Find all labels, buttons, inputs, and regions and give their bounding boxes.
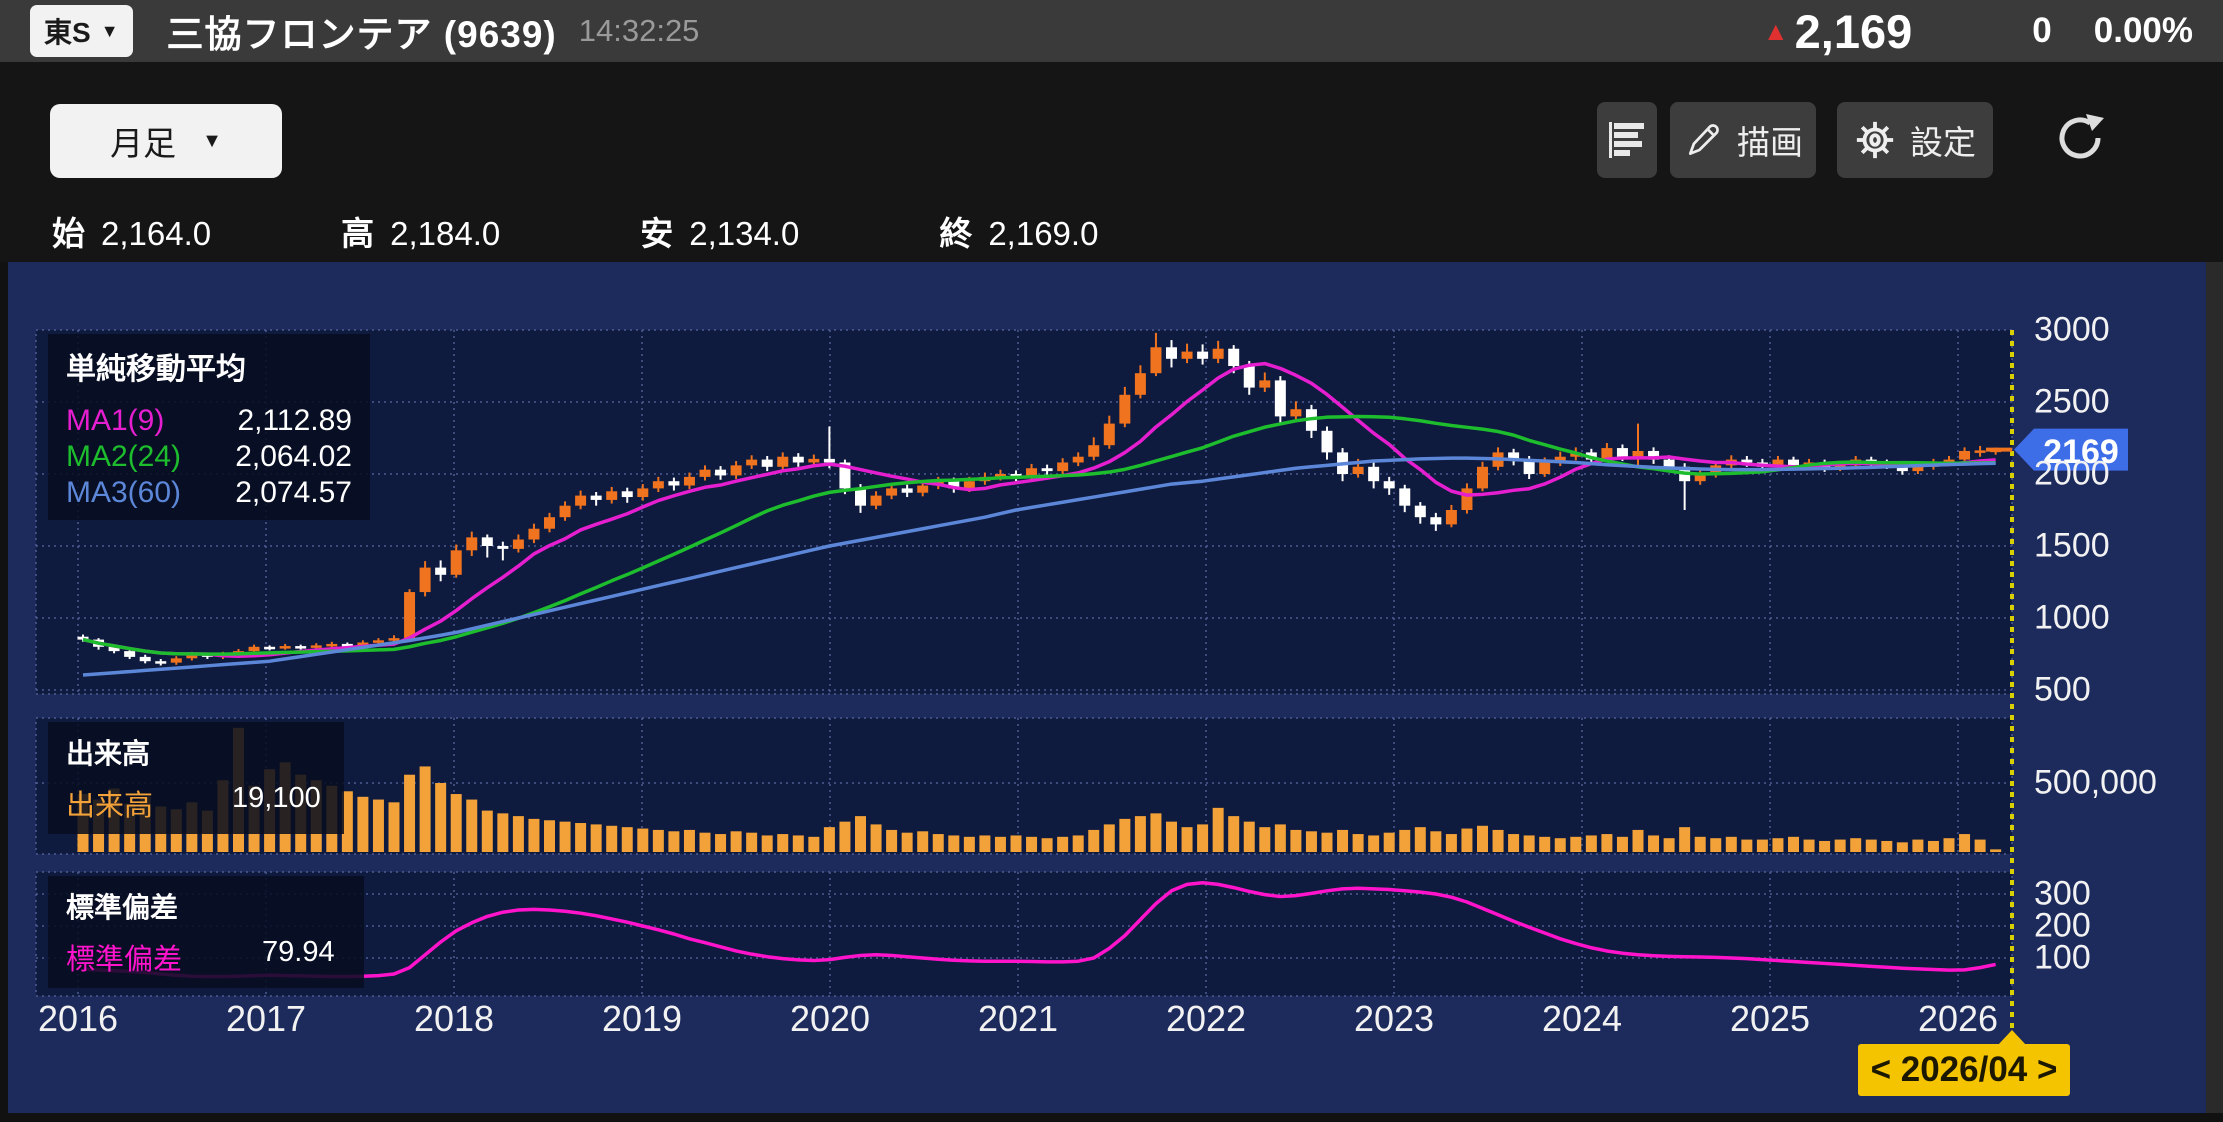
open-value: 2,164.0	[101, 215, 212, 252]
refresh-icon	[2059, 114, 2104, 159]
market-badge-label: 東S	[44, 17, 91, 48]
last-price: 2,169	[1794, 4, 1913, 58]
right-margin	[2206, 262, 2223, 1113]
bar-list-icon	[1609, 122, 1644, 158]
ohlc-row: 始 2,164.0 高 2,184.0 安 2,134.0 終 2,169.0	[0, 200, 2223, 262]
high-label: 高	[341, 215, 375, 252]
settings-button[interactable]: 設定	[1837, 102, 1993, 178]
open-label: 始	[52, 215, 85, 252]
change-percent: 0.00%	[2093, 11, 2193, 50]
gear-icon	[1856, 121, 1894, 159]
high-value: 2,184.0	[390, 215, 501, 252]
settings-button-label: 設定	[1910, 124, 1976, 161]
change-value: 0	[2032, 11, 2052, 50]
price-up-icon: ▲	[1762, 15, 1789, 46]
market-select[interactable]: 東S ▼	[30, 5, 133, 57]
quote-time: 14:32:25	[578, 13, 700, 48]
chart-type-button[interactable]	[1597, 102, 1657, 178]
date-nav-tag[interactable]: < 2026/04 >	[1858, 1044, 2070, 1096]
chevron-down-icon: ▼	[202, 129, 222, 152]
price-group: ▲ 2,169 0 0.00%	[1763, 0, 2223, 62]
draw-button-label: 描画	[1737, 124, 1803, 161]
draw-button[interactable]: 描画	[1670, 102, 1816, 178]
top-bar: 東S ▼ 三協フロンテア (9639) 14:32:25 ▲ 2,169 0 0…	[0, 0, 2223, 62]
chevron-down-icon: ▼	[100, 20, 119, 41]
stock-title: 三協フロンテア (9639)	[166, 14, 557, 55]
close-label: 終	[939, 215, 973, 252]
timeframe-select[interactable]: 月足 ▼	[50, 104, 282, 178]
low-label: 安	[640, 215, 674, 252]
low-value: 2,134.0	[689, 215, 800, 252]
refresh-button[interactable]	[2052, 108, 2108, 168]
pencil-icon	[1688, 124, 1719, 155]
close-value: 2,169.0	[988, 215, 1099, 252]
timeframe-label: 月足	[110, 125, 177, 162]
